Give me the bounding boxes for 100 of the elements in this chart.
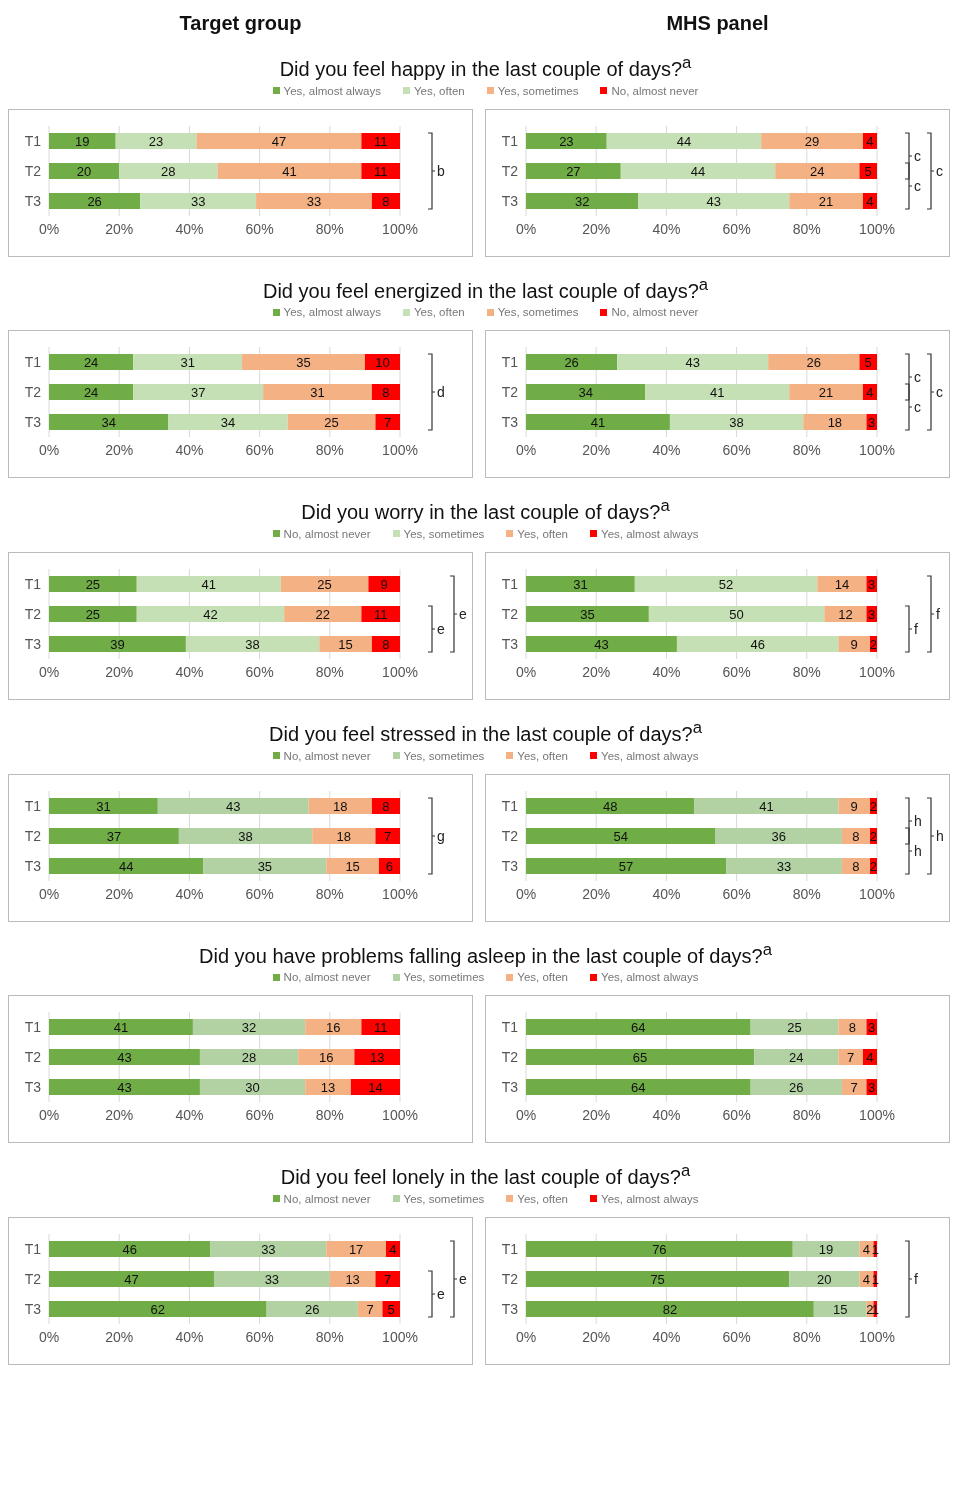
bar — [676, 635, 839, 652]
x-tick-label: 40% — [652, 1107, 681, 1124]
y-tick-label: T3 — [24, 635, 42, 652]
data-label: 44 — [118, 858, 134, 874]
x-tick-label: 60% — [245, 663, 274, 680]
y-tick-label: T3 — [501, 192, 519, 209]
legend-label: Yes, sometimes — [403, 749, 485, 762]
legend-label: Yes, often — [517, 749, 569, 762]
legend-label: No, almost never — [283, 749, 371, 762]
data-label: 14 — [368, 1079, 383, 1095]
data-label: 11 — [373, 1019, 388, 1035]
bar — [526, 162, 621, 179]
x-tick-label: 60% — [245, 220, 274, 237]
bar — [838, 797, 870, 814]
bar — [133, 354, 243, 371]
text: c — [914, 147, 921, 164]
data-label: 47 — [271, 133, 287, 149]
bar — [715, 827, 842, 844]
data-label: 25 — [317, 576, 332, 592]
bar — [287, 414, 376, 431]
data-label: 18 — [827, 414, 843, 430]
data-label: 43 — [117, 1079, 132, 1095]
y-tick-label: T2 — [24, 162, 42, 179]
data-label: 15 — [338, 636, 353, 652]
legend-label: No, almost never — [283, 527, 371, 540]
text: Did you worry in the last couple of days?$^{a}$ — [300, 496, 671, 524]
legend-label: Yes, often — [517, 1192, 569, 1205]
y-tick-label: T2 — [24, 605, 42, 622]
bar — [789, 1270, 860, 1287]
data-label: 9 — [850, 636, 858, 652]
bar — [361, 1019, 400, 1036]
bar — [694, 797, 839, 814]
x-tick-label: 40% — [175, 885, 204, 902]
data-label: 8 — [382, 193, 390, 209]
x-tick-label: 100% — [382, 1107, 418, 1124]
bar — [49, 635, 186, 652]
bar — [49, 354, 134, 371]
data-label: 11 — [373, 606, 388, 622]
data-label: 41 — [759, 798, 774, 814]
bar — [199, 1049, 299, 1066]
data-label: 8 — [848, 1019, 857, 1035]
data-label: 28 — [161, 163, 176, 179]
data-label: 43 — [685, 354, 700, 370]
bar — [49, 1049, 200, 1066]
bar — [242, 354, 365, 371]
data-label: 39 — [110, 636, 125, 652]
data-label: 41 — [113, 1019, 129, 1035]
x-tick-label: 80% — [315, 885, 344, 902]
data-label: 20 — [76, 163, 92, 179]
data-label: 35 — [296, 354, 311, 370]
x-tick-label: 100% — [382, 885, 418, 902]
data-label: 44 — [690, 163, 706, 179]
x-tick-label: 20% — [582, 220, 611, 237]
text: h — [936, 827, 944, 844]
bar — [305, 1019, 362, 1036]
y-tick-label: T3 — [501, 414, 519, 431]
bar — [526, 1300, 814, 1317]
data-label: 43 — [706, 193, 722, 209]
x-tick-label: 100% — [382, 663, 418, 680]
y-tick-label: T3 — [501, 1300, 519, 1317]
x-tick-label: 60% — [722, 663, 751, 680]
text: Did you feel happy in the last couple of days?$^{a}$ — [278, 53, 693, 81]
x-tick-label: 0% — [515, 663, 537, 680]
x-tick-label: 0% — [38, 663, 60, 680]
data-label: 64 — [631, 1019, 646, 1035]
legend-label: No, almost never — [611, 84, 699, 97]
data-label: 12 — [838, 606, 853, 622]
x-tick-label: 100% — [859, 220, 895, 237]
y-tick-label: T1 — [24, 1019, 42, 1036]
data-label: 3 — [868, 576, 876, 592]
legend-label: Yes, almost always — [601, 1192, 699, 1205]
data-label: 25 — [787, 1019, 802, 1035]
x-tick-label: 40% — [175, 442, 204, 459]
data-label: 46 — [750, 636, 765, 652]
bar — [263, 384, 372, 401]
legend-label: Yes, sometimes — [497, 84, 579, 97]
y-tick-label: T2 — [24, 1049, 42, 1066]
text: f — [914, 1270, 918, 1287]
data-label: 32 — [241, 1019, 257, 1035]
text: c — [936, 162, 943, 179]
bar — [49, 1019, 193, 1036]
data-label: 7 — [847, 1049, 855, 1065]
x-tick-label: 80% — [792, 220, 821, 237]
data-label: 4 — [866, 1049, 874, 1065]
data-label: 15 — [345, 858, 360, 874]
y-tick-label: T2 — [501, 827, 519, 844]
bar — [361, 605, 400, 622]
bar — [789, 192, 863, 209]
x-tick-label: 0% — [515, 1328, 537, 1345]
data-label: 35 — [580, 606, 595, 622]
x-tick-label: 60% — [722, 1107, 751, 1124]
x-tick-label: 0% — [515, 220, 537, 237]
y-tick-label: T2 — [24, 827, 42, 844]
text: e — [437, 620, 445, 637]
data-label: 6 — [385, 858, 394, 874]
data-label: 38 — [729, 414, 744, 430]
data-label: 8 — [852, 828, 860, 844]
data-label: 62 — [150, 1301, 166, 1317]
data-label: 43 — [226, 798, 241, 814]
y-tick-label: T3 — [24, 857, 42, 874]
